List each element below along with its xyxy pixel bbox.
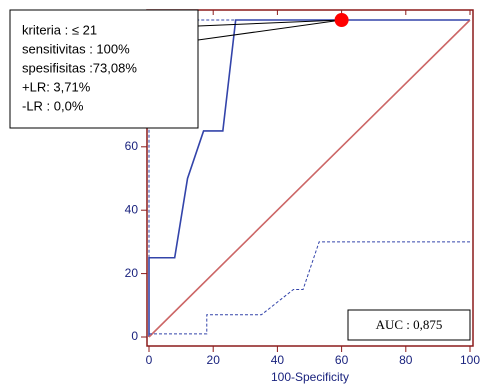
annotation-text: -LR : 0,0% [22,98,84,113]
criterion-point [334,13,349,27]
annotation-text: sensitivitas : 100% [22,41,130,56]
annotation-text: spesifisitas :73,08% [22,60,137,75]
auc-label: AUC : 0,875 [376,317,443,332]
annotation-text: kriteria : ≤ 21 [22,22,97,37]
leader-line [197,19,342,41]
x-tick-label: 60 [335,353,349,367]
y-tick-label: 0 [131,329,138,343]
y-tick-label: 20 [125,266,139,280]
x-tick-label: 0 [146,353,153,367]
x-tick-label: 80 [399,353,413,367]
series-line [148,19,470,337]
x-axis-label: 100-Specificity [271,370,349,384]
annotation-text: +LR: 3,71% [22,79,91,94]
series-line [149,241,470,335]
x-tick-label: 20 [207,353,221,367]
annotation-box [9,9,199,129]
leader-line [197,19,342,27]
y-tick-label: 40 [125,202,139,216]
series-line [148,19,471,338]
x-tick-label: 100 [460,353,480,367]
plot-frame [146,9,474,347]
y-tick-label: 60 [125,139,139,153]
auc-box [347,309,471,341]
x-tick-label: 40 [271,353,285,367]
